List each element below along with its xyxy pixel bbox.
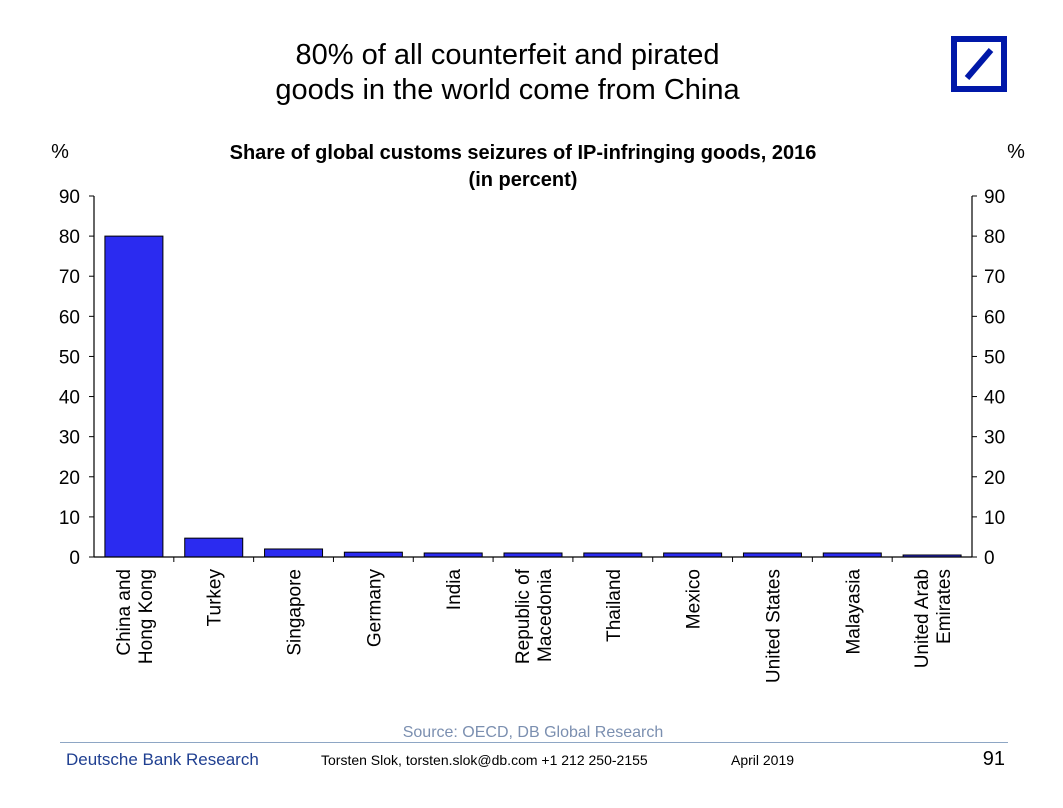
x-category-label: Hong Kong bbox=[136, 569, 157, 664]
bar bbox=[104, 235, 164, 558]
x-category-label: Malayasia bbox=[843, 569, 864, 655]
y-tick-label-left: 70 bbox=[59, 267, 80, 288]
y-tick-label-left: 10 bbox=[59, 508, 80, 529]
deutsche-bank-logo bbox=[951, 36, 1007, 92]
axes bbox=[93, 196, 973, 558]
bar-series bbox=[104, 235, 962, 558]
y-tick-label-left: 30 bbox=[59, 428, 80, 449]
y-tick-label-left: 80 bbox=[59, 227, 80, 248]
y-tick-label-right: 50 bbox=[984, 347, 1005, 368]
x-category-label: United Arab bbox=[912, 569, 933, 668]
y-tick-label-right: 20 bbox=[984, 468, 1005, 489]
footer-author-contact: Torsten Slok, torsten.slok@db.com +1 212… bbox=[321, 752, 648, 768]
y-tick-label-left: 50 bbox=[59, 347, 80, 368]
bar-chart: Share of global customs seizures of IP-i… bbox=[51, 141, 1025, 740]
bar bbox=[264, 548, 324, 558]
y-tick-label-left: 60 bbox=[59, 307, 80, 328]
x-category-label: Republic of bbox=[513, 568, 534, 664]
chart-title: Share of global customs seizures of IP-i… bbox=[230, 142, 817, 164]
x-category-label: United States bbox=[763, 569, 784, 683]
slide-title-line-2: goods in the world come from China bbox=[275, 74, 740, 106]
bar bbox=[184, 537, 244, 558]
x-category-label: Thailand bbox=[604, 569, 625, 642]
bar bbox=[583, 552, 643, 558]
y-tick-label-right: 40 bbox=[984, 388, 1005, 409]
x-category-label: Macedonia bbox=[535, 569, 556, 662]
bar bbox=[822, 552, 882, 558]
slide-title-line-1: 80% of all counterfeit and pirated bbox=[295, 39, 720, 71]
y-tick-label-right: 0 bbox=[984, 548, 995, 569]
y-tick-label-right: 30 bbox=[984, 428, 1005, 449]
y-tick-label-right: 60 bbox=[984, 307, 1005, 328]
page-number: 91 bbox=[982, 748, 1005, 770]
bar bbox=[663, 552, 723, 558]
bar bbox=[742, 552, 802, 558]
y-axis-left: 0 10 20 30 40 50 60 70 80 90 bbox=[59, 187, 94, 569]
logo-slash bbox=[964, 48, 994, 80]
y-axis-unit-right: % bbox=[1007, 141, 1025, 163]
x-category-label: Turkey bbox=[205, 569, 226, 627]
bar bbox=[343, 551, 403, 558]
bar bbox=[503, 552, 563, 558]
y-tick-label-left: 40 bbox=[59, 388, 80, 409]
x-axis-labels: China and Hong Kong Turkey Singapore Germany… bbox=[114, 557, 955, 683]
x-category-label: Emirates bbox=[934, 569, 955, 644]
y-tick-label-right: 10 bbox=[984, 508, 1005, 529]
y-tick-label-right: 70 bbox=[984, 267, 1005, 288]
x-category-label: China and bbox=[114, 569, 135, 656]
y-tick-label-left: 20 bbox=[59, 468, 80, 489]
x-category-label: Mexico bbox=[684, 569, 705, 629]
chart-subtitle: (in percent) bbox=[469, 169, 578, 191]
y-tick-label-left: 0 bbox=[69, 548, 80, 569]
footer-divider bbox=[60, 742, 1008, 743]
y-tick-label-left: 90 bbox=[59, 187, 80, 208]
y-tick-label-right: 90 bbox=[984, 187, 1005, 208]
x-category-label: Singapore bbox=[285, 569, 306, 656]
footer-brand: Deutsche Bank Research bbox=[66, 750, 259, 769]
footer-date: April 2019 bbox=[731, 752, 795, 768]
x-category-label: India bbox=[444, 569, 465, 611]
chart-source: Source: OECD, DB Global Research bbox=[403, 724, 664, 740]
logo-frame bbox=[951, 36, 1007, 92]
slide-title: 80% of all counterfeit and pirated goods… bbox=[0, 38, 1015, 108]
y-axis-right: 0 10 20 30 40 50 60 70 80 90 bbox=[972, 187, 1005, 569]
x-category-label: Germany bbox=[364, 569, 385, 648]
bar bbox=[423, 552, 483, 558]
y-tick-label-right: 80 bbox=[984, 227, 1005, 248]
y-axis-unit-left: % bbox=[51, 141, 69, 163]
